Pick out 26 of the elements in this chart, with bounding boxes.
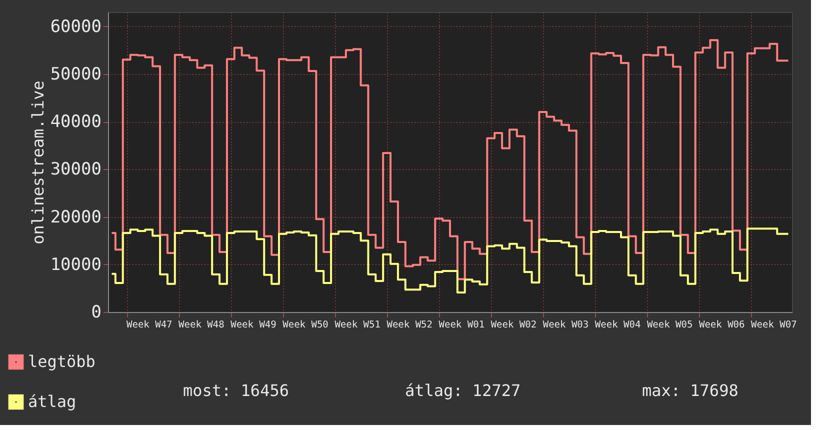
x-tick-label: Week W05	[646, 320, 693, 330]
x-tick-label: Week W47	[126, 320, 172, 330]
y-tick-label: 30000	[50, 160, 102, 180]
x-tick-label: Week W02	[490, 320, 537, 330]
x-tick-label: Week W50	[282, 320, 329, 330]
legend-label: átlag	[28, 392, 76, 411]
y-tick-label: 50000	[50, 64, 102, 84]
x-tick-label: Week W49	[230, 320, 277, 330]
x-tick-label: Week W48	[178, 320, 225, 330]
y-tick-label: 40000	[50, 112, 102, 132]
text: most: 16456	[183, 381, 289, 400]
legend-label: legtöbb	[28, 352, 96, 371]
text: átlag: 12727	[405, 381, 521, 400]
x-tick-label: Week W06	[698, 320, 746, 330]
x-tick-label: Week W52	[386, 320, 432, 330]
y-tick-label: 20000	[50, 207, 102, 228]
x-tick-label: Week W07	[751, 320, 797, 330]
text: max: 17698	[642, 381, 738, 400]
y-tick-label: 10000	[50, 254, 102, 275]
x-tick-label: Week W04	[594, 320, 641, 330]
y-axis-title: onlinestream.live	[28, 80, 48, 244]
y-tick-label: 60000	[50, 16, 102, 37]
y-tick-label: 0	[91, 302, 102, 322]
x-tick-label: Week W51	[334, 320, 381, 330]
x-tick-label: Week W01	[438, 320, 485, 330]
x-tick-label: Week W03	[542, 320, 589, 330]
